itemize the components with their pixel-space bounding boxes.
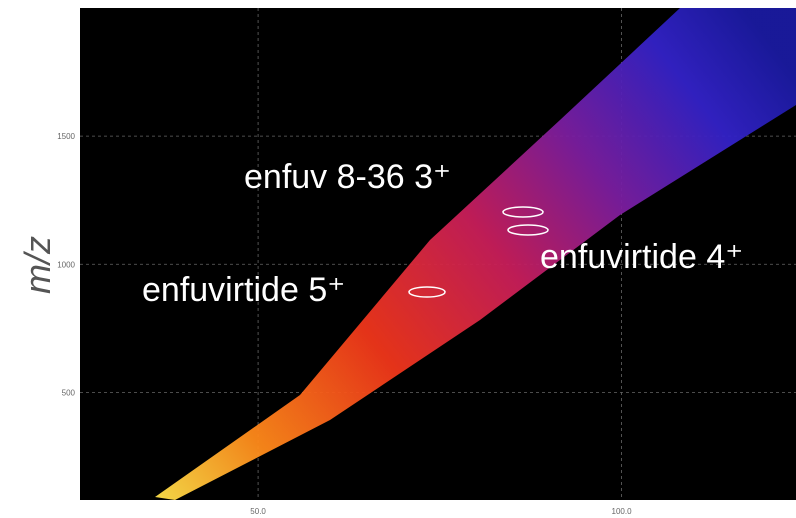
highlight-ellipse [507,224,549,236]
y-tick-label: 500 [62,388,76,397]
y-axis-label: m/z [17,236,58,294]
y-tick-label: 1000 [57,260,75,269]
x-tick-label: 50.0 [250,507,266,516]
annotation: enfuv 8-36 3⁺ [244,158,451,196]
highlight-ellipse [502,206,544,218]
annotation: enfuvirtide 5⁺ [142,271,345,309]
y-tick-label: 1500 [57,132,75,141]
density-wedge [155,8,796,500]
highlight-ellipse [408,286,446,298]
annotation: enfuvirtide 4⁺ [540,238,743,276]
x-tick-label: 100.0 [612,507,633,516]
